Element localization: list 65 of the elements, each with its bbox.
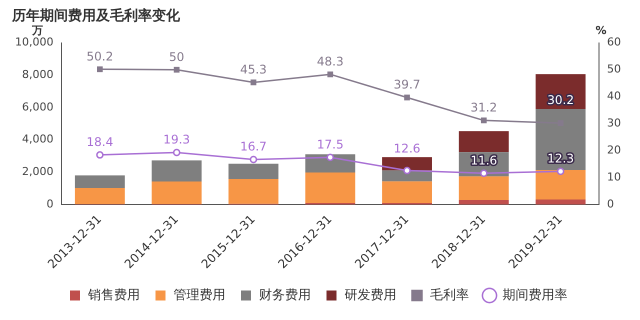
bar <box>536 170 586 200</box>
data-label: 31.2 <box>470 100 498 115</box>
y2-tick-label: 10 <box>607 170 622 184</box>
data-label: 48.3 <box>316 54 344 68</box>
data-label: 12.6 <box>394 141 420 156</box>
data-label: 30.2 <box>547 93 574 108</box>
bar <box>305 172 356 204</box>
bar <box>536 199 586 205</box>
point <box>480 118 487 124</box>
data-label: 17.5 <box>316 137 344 152</box>
y-tick-label: 8,000 <box>22 68 54 81</box>
bar <box>382 170 432 182</box>
legend-label: 期间费用率 <box>502 286 568 303</box>
data-label: 45.3 <box>240 62 267 77</box>
bar <box>152 182 202 204</box>
point <box>250 80 256 86</box>
data-label: 50 <box>169 50 184 64</box>
point <box>556 168 564 176</box>
data-label: 16.7 <box>240 140 267 154</box>
data-label: 39.7 <box>394 78 420 92</box>
y2-tick-label: 20 <box>607 143 622 156</box>
point <box>174 66 180 73</box>
y2-tick-label: 50 <box>607 62 622 76</box>
y-tick-label: 4,000 <box>22 132 54 146</box>
y2-tick-label: 30 <box>607 116 622 130</box>
bar <box>458 131 509 152</box>
y-tick-label: 6,000 <box>22 100 54 114</box>
chart-title: 历年期间费用及毛利率变化 <box>11 7 181 24</box>
point <box>403 166 411 174</box>
legend-label: 毛利率 <box>430 286 469 303</box>
legend-label: 财务费用 <box>259 288 311 303</box>
bar <box>74 188 125 204</box>
data-label: 11.6 <box>470 153 498 168</box>
point <box>97 66 103 72</box>
y-tick-label: 10,000 <box>14 36 54 49</box>
y-tick-label: 2,000 <box>22 165 54 178</box>
bar <box>74 175 125 188</box>
point <box>404 94 410 100</box>
bar <box>228 164 278 179</box>
point <box>327 71 334 78</box>
data-label: 12.3 <box>547 151 574 166</box>
bar <box>458 176 509 200</box>
point <box>326 154 334 162</box>
data-label: 18.4 <box>86 135 114 150</box>
bar <box>152 160 202 182</box>
point <box>250 156 258 164</box>
data-label: 19.3 <box>163 132 190 147</box>
legend-label: 销售费用 <box>87 288 140 303</box>
y2-tick-label: 40 <box>607 90 622 103</box>
bar <box>228 178 278 204</box>
y2-tick-label: 60 <box>607 36 622 49</box>
bar <box>382 157 432 170</box>
y-tick-label: 0 <box>46 197 54 210</box>
y-axis-title: 万 <box>30 24 43 38</box>
bar <box>382 181 432 204</box>
point <box>96 151 104 159</box>
point <box>172 148 180 156</box>
legend-label: 研发费用 <box>344 288 396 303</box>
data-label: 50.2 <box>86 49 114 64</box>
bar <box>458 200 509 205</box>
legend-label: 管理费用 <box>174 288 226 303</box>
bar <box>536 108 586 170</box>
y2-axis-title: % <box>595 24 607 38</box>
point <box>480 169 488 177</box>
y2-tick-label: 0 <box>607 197 614 210</box>
